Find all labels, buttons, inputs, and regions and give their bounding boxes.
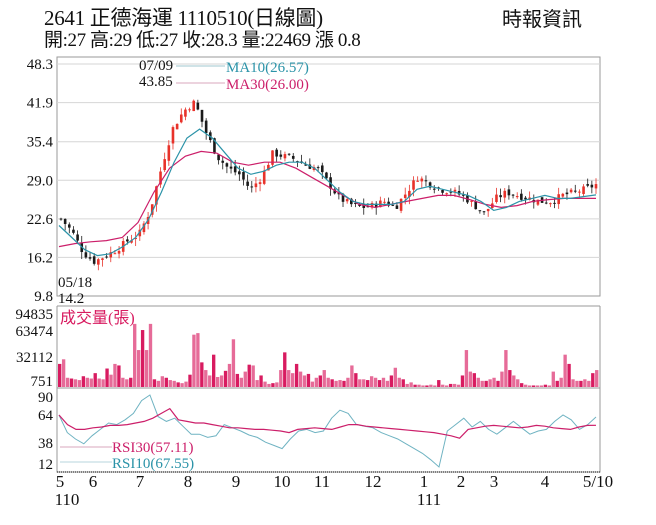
low-value-label: 14.2 [58,291,84,307]
x-axis-label: 9 [232,472,241,491]
rsi-axis-label: 12 [38,457,53,473]
rsi30-line [58,407,597,439]
x-axis-label: 7 [136,472,145,491]
volume-axis-label: 32112 [16,350,53,366]
brand-label: 時報資訊 [502,9,582,31]
price-axis-label: 29.0 [27,173,53,189]
ohlc-summary: 開:27 高:29 低:27 收:28.3 量:22469 漲 0.8 [44,30,361,51]
price-axis-label: 9.8 [34,289,53,305]
price-axis-label: 16.2 [27,250,53,266]
x-axis-label: 11 [314,472,330,491]
price-axis-label: 22.6 [27,212,54,228]
high-date-label: 07/09 [139,58,173,74]
candlesticks [59,99,598,271]
x-axis-label: 4 [541,472,550,491]
x-axis-label: 8 [184,472,193,491]
high-value-label: 43.85 [139,74,173,90]
x-axis-label: 5 [56,472,65,491]
x-axis-label: 3 [490,472,499,491]
price-axis-label: 35.4 [27,135,54,151]
volume-axis-label: 63474 [16,324,54,340]
x-axis-label: 2 [457,472,466,491]
ma10-legend: MA10(26.57) [226,60,309,76]
ma10-line [58,128,597,257]
volume-axis-label: 751 [31,374,54,390]
rsi-axis-label: 38 [38,436,53,452]
rsi30-legend: RSI30(57.11) [112,440,194,456]
x-axis-label: 1 [420,472,429,491]
year-label: 111 [417,490,441,509]
x-axis-label: 6 [89,472,98,491]
chart-title: 2641 正德海運 1110510(日線圖) [44,6,323,30]
price-panel: 48.341.935.429.022.616.29.8 07/09 43.85 … [27,56,601,307]
x-axis-label: 12 [365,472,382,491]
year-label: 110 [55,490,80,509]
low-date-label: 05/18 [58,275,92,291]
rsi-axis-label: 64 [38,408,54,424]
x-axis-label: 5/10 [583,472,613,491]
price-axis-label: 41.9 [27,96,53,112]
rsi-panel: 90 64 38 12 RSI30(57.11) RSI10(67.55) [38,387,601,473]
rsi-axis-label: 90 [38,390,53,406]
x-axis-label: 10 [274,472,291,491]
volume-axis-label: 94835 [16,307,54,323]
ma30-legend: MA30(26.00) [226,77,309,93]
volume-title: 成交量(張) [60,309,135,327]
rsi10-legend: RSI10(67.55) [112,456,194,472]
price-axis-label: 48.3 [27,57,53,73]
volume-bars [58,323,599,387]
